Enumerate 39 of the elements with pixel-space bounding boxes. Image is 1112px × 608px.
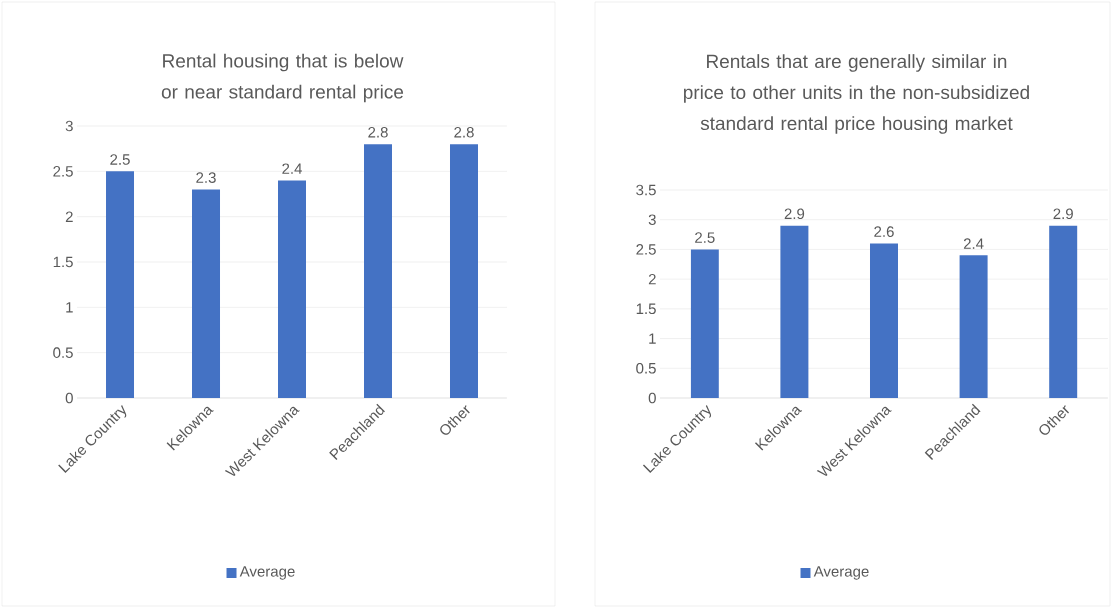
bar xyxy=(192,189,221,398)
data-label: 2.9 xyxy=(784,208,805,220)
y-tick-label: 0 xyxy=(648,392,656,404)
data-label: 2.8 xyxy=(368,126,388,138)
data-label: 2.9 xyxy=(1053,208,1073,220)
data-label: 2.5 xyxy=(110,154,130,165)
y-tick-label: 1.5 xyxy=(636,303,656,315)
y-tick-label: 2.5 xyxy=(636,244,656,255)
bar xyxy=(780,225,809,398)
legend-label: Average xyxy=(239,566,295,580)
y-tick-label: 2 xyxy=(648,273,656,285)
data-label: 2.8 xyxy=(454,126,474,138)
chart-title: Rentals that are generally similar in price to other units in the non-subsidized standard rental price housing market xyxy=(683,54,1029,134)
y-tick-label: 0.5 xyxy=(636,362,656,374)
bar xyxy=(959,255,988,398)
bar xyxy=(690,249,719,398)
data-label: 2.3 xyxy=(196,172,216,183)
y-tick-label: 0 xyxy=(65,392,73,404)
y-tick-label: 2.5 xyxy=(53,166,73,177)
y-tick-label: 3 xyxy=(648,214,656,226)
data-label: 2.5 xyxy=(695,232,715,243)
chart-title: Rental housing that is below or near standard rental price xyxy=(161,53,404,103)
data-label: 2.4 xyxy=(963,238,984,249)
y-tick-label: 3 xyxy=(65,120,73,132)
bar xyxy=(106,171,135,398)
bar xyxy=(450,144,478,398)
y-tick-label: 0.5 xyxy=(53,347,73,358)
bar xyxy=(278,180,306,398)
y-tick-label: 1 xyxy=(66,302,73,313)
data-label: 2.4 xyxy=(282,163,302,174)
legend-label: Average xyxy=(813,566,869,580)
y-tick-label: 1.5 xyxy=(53,256,73,268)
bar xyxy=(364,144,392,398)
bar xyxy=(1049,225,1078,398)
y-tick-label: 2 xyxy=(65,211,73,222)
bar xyxy=(870,243,898,398)
y-tick-label: 3.5 xyxy=(636,184,656,196)
y-tick-label: 1 xyxy=(649,333,656,344)
data-label: 2.6 xyxy=(874,226,894,237)
